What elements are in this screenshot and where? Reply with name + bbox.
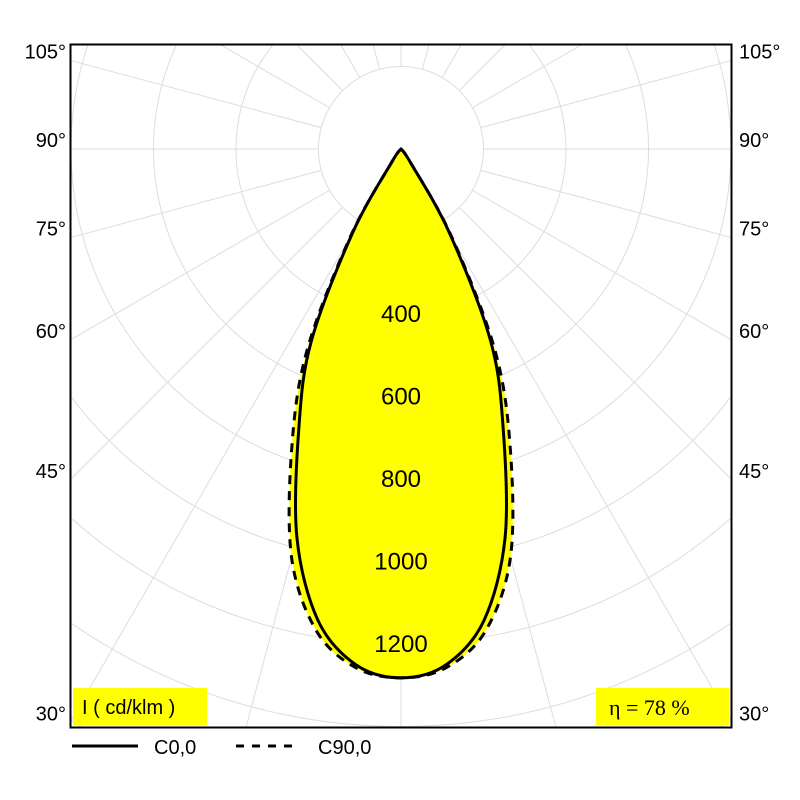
angle-label-right: 90° [739,130,769,152]
radial-tick-label: 600 [381,384,421,411]
grid-radial-line [421,44,430,70]
efficiency-box: η = 78 % [596,688,729,725]
grid-radial-line [372,44,381,70]
grid-radial-line [70,60,322,129]
grid-radial-line [340,44,361,78]
grid-radial-line [70,206,344,480]
angle-label-right: 75° [739,219,769,241]
angle-label-left: 105° [25,41,66,63]
radial-tick-label: 1200 [374,631,427,658]
series-line-c00 [293,147,509,680]
angle-label-left: 90° [36,130,66,152]
angle-label-left: 60° [36,321,66,343]
grid-radial-line [480,169,732,238]
unit-label: I ( cd/klm ) [82,697,175,719]
efficiency-label: η = 78 % [609,695,690,720]
legend-label-c0: C0,0 [154,737,196,759]
plot-frame [69,43,733,729]
grid-radial-line [441,220,732,721]
angle-label-left: 30° [36,703,66,725]
grid-radial-line [441,44,462,78]
grid-radial-line [458,206,732,480]
angle-label-left: 45° [36,461,66,483]
radial-tick-label: 400 [381,301,421,328]
grid-radial-line [220,44,330,109]
lobe-fill [289,149,513,678]
angle-label-right: 105° [739,41,780,63]
angle-labels: 105° 105° 90° 90° 75° 75° 60° 60° 45° 45° 30° 30° [25,41,781,725]
radial-tick-labels: 400 600 800 1000 1200 [371,298,430,661]
grid-radial-line [480,60,732,129]
grid-radial-line [472,44,582,109]
lobe-curves [287,147,515,680]
grid-radial-line [70,189,330,340]
legend-label-c90: C90,0 [318,737,371,759]
radial-tick-label: 1000 [374,549,427,576]
angle-label-left: 75° [36,219,66,241]
angle-label-right: 60° [739,321,769,343]
angle-label-right: 30° [739,703,769,725]
lobe-fill-c900 [289,149,513,678]
legend: C0,0 C90,0 [72,737,371,759]
angle-label-right: 45° [739,461,769,483]
grid-radial-line [296,44,344,92]
grid-radial-line [458,44,506,92]
grid-radial-line [70,220,361,721]
unit-label-box: I ( cd/klm ) [73,688,207,725]
radial-tick-label: 800 [381,466,421,493]
grid-radial-line [472,189,732,340]
grid-radial-line [70,169,322,238]
